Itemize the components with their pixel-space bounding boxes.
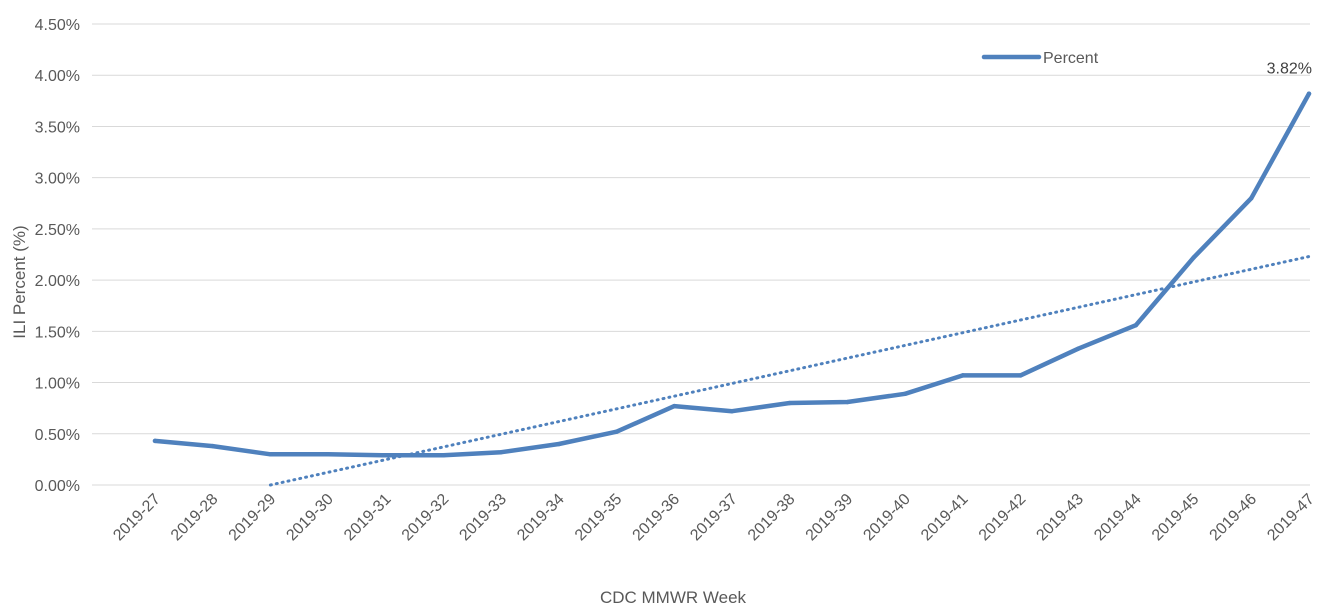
x-axis-title: CDC MMWR Week — [600, 588, 747, 607]
data-point — [383, 453, 388, 458]
data-point — [1191, 255, 1196, 260]
data-point — [902, 391, 908, 397]
x-tick-label: 2019-40 — [860, 491, 914, 545]
y-tick-label: 4.50% — [35, 17, 80, 34]
x-tick-label: 2019-27 — [110, 491, 164, 545]
data-point — [787, 400, 792, 406]
y-axis-tick-labels: 0.00% 0.50% 1.00% 1.50% 2.00% 2.50% 3.00% 3.50%… — [35, 17, 80, 495]
trendline — [268, 255, 1311, 487]
x-tick-label: 2019-39 — [803, 491, 857, 545]
data-point — [152, 438, 158, 444]
data-point — [1133, 322, 1139, 328]
x-tick-label: 2019-34 — [514, 491, 568, 545]
y-tick-label: 3.00% — [35, 171, 80, 188]
y-axis-title: ILI Percent (%) — [10, 225, 29, 338]
data-point — [614, 429, 619, 434]
data-label: 3.82% — [1267, 61, 1312, 78]
series-line-percent — [152, 91, 1312, 458]
data-point — [1306, 91, 1312, 96]
x-tick-label: 2019-41 — [918, 491, 972, 545]
y-tick-label: 2.50% — [35, 222, 80, 239]
trendline-layer — [268, 255, 1311, 487]
x-axis-tick-labels: 2019-27 2019-28 2019-29 2019-30 2019-31 2019-… — [110, 491, 1317, 545]
x-tick-label: 2019-44 — [1091, 491, 1145, 545]
x-tick-label: 2019-30 — [283, 491, 337, 545]
y-tick-label: 2.00% — [35, 273, 80, 290]
x-tick-label: 2019-45 — [1149, 491, 1203, 545]
gridlines — [92, 23, 1310, 486]
data-point — [499, 450, 504, 455]
x-tick-label: 2019-28 — [168, 491, 222, 545]
data-point — [845, 399, 850, 405]
x-tick-label: 2019-47 — [1264, 491, 1317, 545]
x-tick-label: 2019-38 — [745, 491, 799, 545]
legend: Percent — [981, 50, 1099, 67]
data-point — [1018, 373, 1023, 378]
y-tick-label: 3.50% — [35, 119, 80, 136]
y-tick-label: 1.00% — [35, 376, 80, 393]
x-tick-label: 2019-43 — [1033, 491, 1087, 545]
data-point — [672, 403, 677, 409]
x-tick-label: 2019-42 — [976, 491, 1030, 545]
x-tick-label: 2019-32 — [399, 491, 453, 545]
x-tick-label: 2019-31 — [341, 491, 395, 545]
data-point — [729, 409, 735, 414]
data-point — [1249, 195, 1254, 201]
data-point — [268, 452, 273, 457]
data-point — [210, 443, 215, 449]
y-tick-label: 0.50% — [35, 427, 80, 444]
x-tick-label: 2019-37 — [687, 491, 741, 545]
y-tick-label: 0.00% — [35, 478, 80, 495]
x-tick-label: 2019-33 — [456, 491, 510, 545]
data-point — [960, 373, 965, 378]
data-point — [325, 452, 331, 457]
y-tick-label: 4.00% — [35, 68, 80, 85]
x-tick-label: 2019-35 — [572, 491, 626, 545]
x-tick-label: 2019-36 — [630, 491, 684, 545]
annotation-layer: 3.82% — [1267, 61, 1312, 78]
x-tick-label: 2019-29 — [226, 491, 280, 545]
y-tick-label: 1.50% — [35, 324, 80, 341]
x-tick-label: 2019-46 — [1207, 491, 1261, 545]
series-layer — [152, 91, 1312, 458]
data-point — [1076, 346, 1081, 351]
data-point — [441, 453, 446, 458]
data-point — [556, 441, 562, 447]
legend-label-percent: Percent — [1043, 50, 1099, 67]
